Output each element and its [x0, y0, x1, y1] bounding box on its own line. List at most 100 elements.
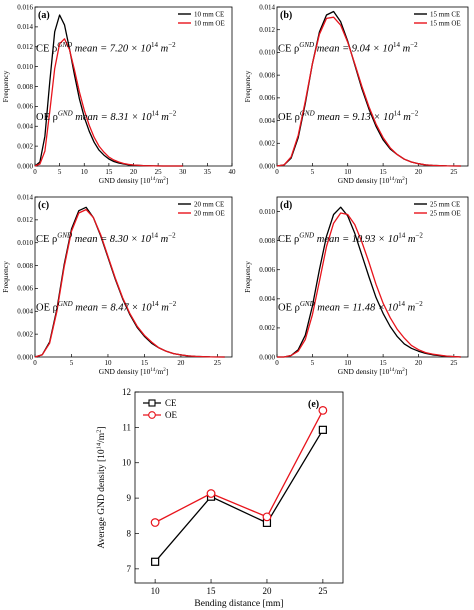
panel-a: 0 5 10 15 20 25 30 35 40 0.000 0.002 0.004 0.006 0.00… — [1, 3, 236, 185]
x-axis-label-tail: /m — [394, 176, 402, 185]
ann-pre: CE ρ — [36, 44, 57, 55]
y-tick-label: 0.004 — [17, 308, 33, 316]
ann-unit: m — [159, 112, 170, 123]
x-tick-label: 15 — [105, 168, 113, 176]
x-axis-label-text: GND density [10 — [99, 367, 151, 376]
y-tick-label: 11 — [122, 422, 131, 432]
y-tick-label: 0.008 — [17, 83, 33, 91]
ann-unit: m — [158, 234, 169, 245]
annotation-ce: CE ρGND mean = 10.93 × 1014 m−2 — [278, 231, 423, 245]
y-tick-label: 9 — [127, 493, 132, 503]
y-tick-label: 0.016 — [17, 3, 33, 11]
legend-label: 10 mm OE — [194, 20, 225, 28]
x-tick-label: 15 — [380, 168, 388, 176]
legend-label: 25 mm OE — [430, 210, 461, 218]
x-axis-label-tail: /m — [155, 176, 163, 185]
plot-frame — [134, 391, 344, 584]
x-axis-label-sup2: 2 — [163, 177, 166, 182]
y-tick-label: 0.000 — [17, 162, 33, 170]
series-line-oe — [154, 410, 324, 524]
legend-label: 20 mm CE — [194, 201, 224, 209]
ann-pre: CE ρ — [36, 234, 57, 245]
x-axis-label: GND density [1014/m2] — [338, 176, 408, 185]
y-tick-label: 0.000 — [17, 353, 33, 361]
ann-unit: m — [401, 112, 412, 123]
ann-mid: mean = 9.04 × 10 — [314, 44, 394, 55]
marker-ce — [151, 557, 160, 566]
y-tick-label: 0.012 — [17, 43, 33, 51]
y-axis-label: Frequency — [243, 70, 252, 102]
plot-frame — [276, 6, 469, 167]
panel-b: 0 5 10 15 20 25 0.000 0.002 0.004 0.006 0.008 0.010… — [243, 3, 469, 185]
x-axis-label-tail: /m — [394, 367, 402, 376]
ann-pre: OE ρ — [278, 112, 300, 123]
x-tick-label: 0 — [275, 168, 279, 176]
x-tick-label: 25 — [155, 168, 163, 176]
ann-unit: m — [158, 44, 169, 55]
y-tick-label: 0.010 — [17, 63, 33, 71]
x-tick-label: 15 — [141, 359, 149, 367]
ann-sup3: −2 — [415, 300, 423, 308]
x-axis-label-end: ] — [166, 367, 169, 376]
x-tick-label: 40 — [229, 168, 237, 176]
ann-sup: GND — [58, 109, 73, 117]
legend-marker-ce — [148, 399, 156, 407]
x-tick-label: 5 — [70, 359, 74, 367]
ann-sup3: −2 — [169, 109, 177, 117]
annotation-oe: OE ρGND mean = 8.31 × 1014 m−2 — [36, 109, 177, 123]
ann-unit: m — [405, 234, 416, 245]
panel-c: 0 5 10 15 20 25 0.000 0.002 0.004 0.006 0.008 0.010… — [1, 193, 233, 376]
y-tick-label: 12 — [122, 387, 131, 397]
x-axis-label-end: ] — [166, 176, 169, 185]
x-tick-label: 10 — [344, 168, 352, 176]
x-axis-label: GND density [1014/m2] — [338, 367, 408, 376]
legend-marker-oe — [148, 411, 156, 419]
y-tick-label: 0.010 — [259, 208, 275, 216]
panel-label: (e) — [308, 399, 319, 410]
y-axis-label-tail: /m — [97, 432, 107, 443]
ann-sup: GND — [58, 300, 73, 308]
y-tick-label: 0.002 — [259, 140, 275, 148]
y-tick-label: 0.002 — [17, 330, 33, 338]
x-tick-label: 20 — [415, 168, 423, 176]
ann-unit: m — [400, 44, 411, 55]
x-tick-label: 10 — [81, 168, 89, 176]
x-axis-label-sup: 14 — [150, 368, 156, 373]
ann-sup: GND — [57, 41, 72, 49]
x-tick-label: 10 — [344, 359, 352, 367]
series-line-oe — [277, 212, 461, 358]
y-tick-label: 0.012 — [17, 216, 33, 224]
y-axis-label-end: ] — [97, 426, 107, 429]
ann-pre: CE ρ — [278, 234, 299, 245]
ann-sup3: −2 — [410, 41, 418, 49]
y-tick-label: 7 — [127, 564, 132, 574]
x-tick-label: 25 — [450, 168, 458, 176]
ann-sup2: 14 — [394, 109, 402, 117]
x-axis-label: GND density [1014/m2] — [99, 367, 169, 376]
marker-oe — [150, 518, 160, 527]
panel-d: 0 5 10 15 20 25 0.000 0.002 0.004 0.006 0.008 0.010… — [243, 196, 469, 376]
ann-sup3: −2 — [168, 41, 176, 49]
x-tick-label: 25 — [318, 586, 328, 596]
x-tick-label: 5 — [311, 168, 315, 176]
y-tick-label: 0.006 — [259, 266, 275, 274]
y-axis-label-sup2: 2 — [96, 430, 103, 433]
ann-sup2: 14 — [398, 300, 406, 308]
series-line-oe — [34, 38, 183, 167]
y-axis-label-sup: 14 — [96, 442, 103, 449]
annotation-oe: OE ρGND mean = 8.47 × 1014 m−2 — [36, 300, 177, 314]
legend-label: 15 mm OE — [430, 20, 461, 28]
y-axis-label: Frequency — [1, 261, 10, 293]
y-tick-label: 0.006 — [17, 103, 33, 111]
x-tick-label: 20 — [177, 359, 185, 367]
ann-pre: OE ρ — [278, 303, 300, 314]
y-tick-label: 0.004 — [259, 117, 275, 125]
y-tick-label: 0.006 — [259, 94, 275, 102]
ann-sup2: 14 — [152, 300, 160, 308]
ann-sup2: 14 — [151, 41, 159, 49]
x-tick-label: 10 — [151, 586, 161, 596]
x-axis-label-text: GND density [10 — [99, 176, 151, 185]
ann-mid: mean = 10.93 × 10 — [314, 234, 399, 245]
annotation-ce: CE ρGND mean = 7.20 × 1014 m−2 — [36, 41, 176, 55]
